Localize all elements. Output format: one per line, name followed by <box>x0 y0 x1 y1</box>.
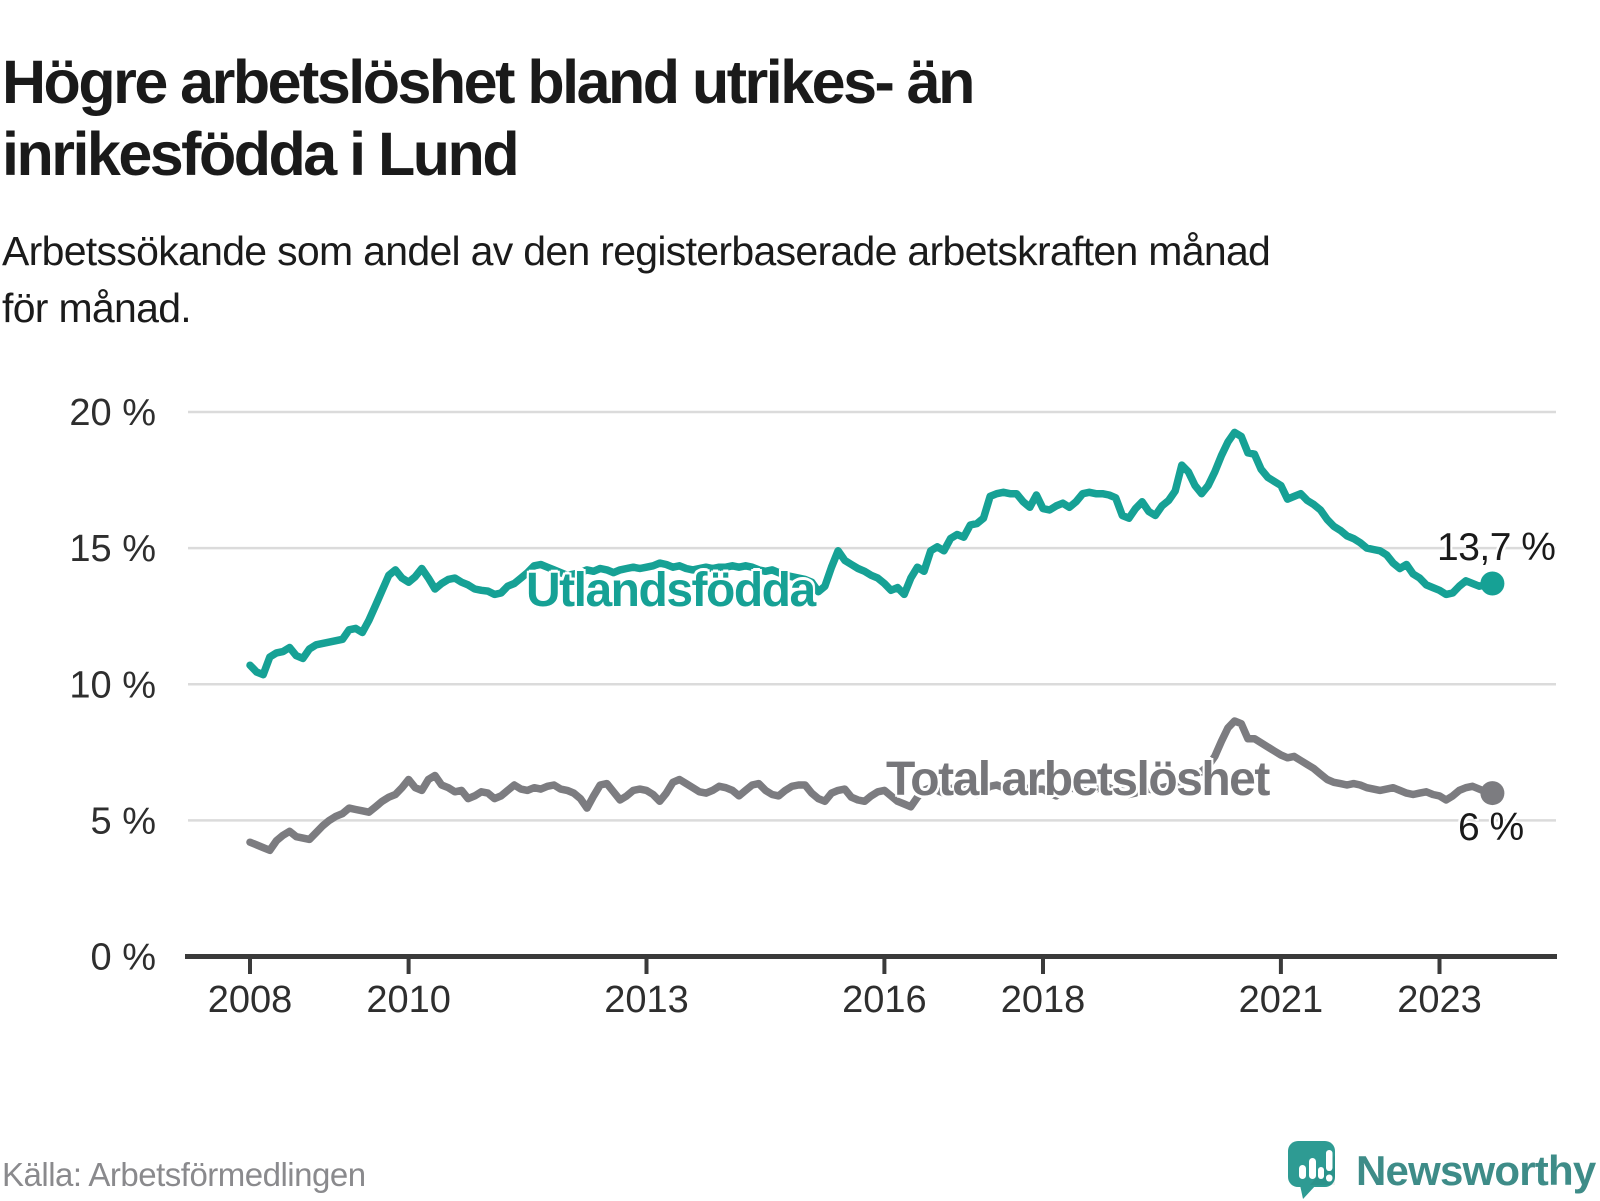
series-line <box>246 428 1497 679</box>
x-tick-label: 2008 <box>208 979 293 1021</box>
y-tick-label: 5 % <box>91 800 156 842</box>
y-tick-label: 10 % <box>69 664 156 706</box>
series-lines <box>246 428 1497 855</box>
source-note: Källa: Arbetsförmedlingen <box>2 1156 366 1193</box>
x-tick-label: 2016 <box>842 979 927 1021</box>
y-tick-label: 15 % <box>69 528 156 570</box>
x-tick-label: 2013 <box>604 979 689 1021</box>
end-value-label-utlandsfodda: 13,7 % <box>1437 526 1556 569</box>
series-label-utlandsfodda: Utlandsfödda <box>526 564 816 617</box>
y-axis-labels: 20 % 15 % 10 % 5 % 0 % <box>69 392 156 979</box>
gridlines <box>188 410 1556 822</box>
newsworthy-wordmark: Newsworthy <box>1356 1147 1596 1194</box>
x-tick-label: 2018 <box>1001 979 1086 1021</box>
series-end-dot <box>1480 781 1505 806</box>
series-end-dots <box>1480 571 1505 806</box>
newsworthy-logo: Newsworthy <box>1288 1139 1596 1199</box>
series-line <box>246 717 1497 855</box>
x-axis-labels: 2008 2010 2013 2016 2018 2021 2023 <box>208 979 1482 1021</box>
newsworthy-bubble-chart-icon <box>1288 1141 1335 1199</box>
series-label-total-arbetsloshet: Total arbetslöshet <box>886 753 1270 806</box>
x-tick-label: 2021 <box>1239 979 1324 1021</box>
y-tick-label: 0 % <box>91 937 156 979</box>
page-title: Högre arbetslöshet bland utrikes- än inr… <box>2 47 975 188</box>
x-tick-label: 2023 <box>1397 979 1482 1021</box>
series-end-dot <box>1480 571 1505 596</box>
y-tick-label: 20 % <box>69 392 156 434</box>
x-tick-label: 2010 <box>366 979 451 1021</box>
x-axis-ticks <box>248 957 1442 974</box>
page-subtitle: Arbetssökande som andel av den registerb… <box>2 228 1271 331</box>
end-value-label-total: 6 % <box>1458 806 1524 849</box>
